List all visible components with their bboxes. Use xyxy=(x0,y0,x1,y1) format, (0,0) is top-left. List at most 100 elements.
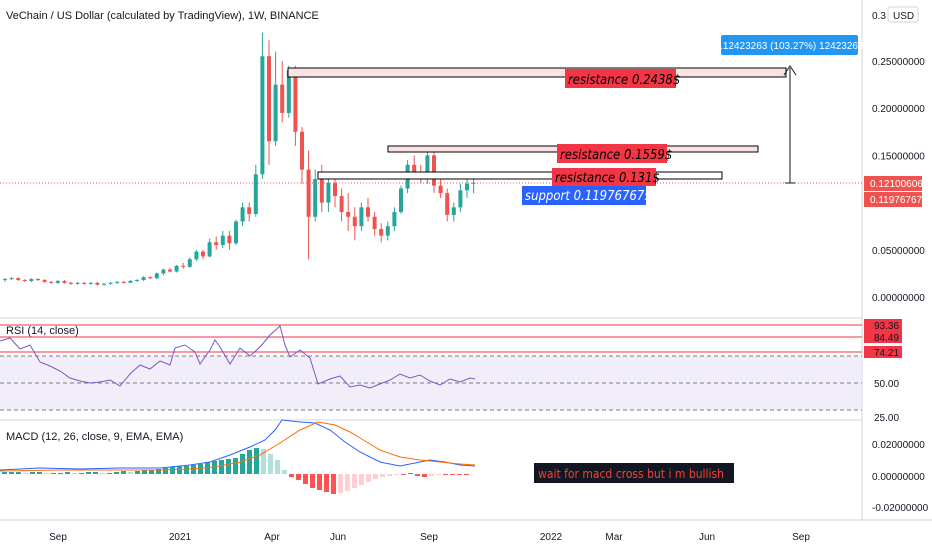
candle-body[interactable] xyxy=(161,269,166,274)
candle-body[interactable] xyxy=(286,70,291,113)
candle-body[interactable] xyxy=(412,164,417,175)
resistance-box-0-2438[interactable] xyxy=(287,67,787,78)
candle-body[interactable] xyxy=(135,280,139,282)
macd-histogram-bar xyxy=(58,473,63,474)
candle-body[interactable] xyxy=(141,277,146,281)
macd-histogram-bar xyxy=(156,469,161,474)
candle-body[interactable] xyxy=(187,259,192,267)
candle-body[interactable] xyxy=(240,207,245,222)
macd-note[interactable]: wait for macd cross but i m bullish xyxy=(538,467,724,481)
candle-body[interactable] xyxy=(234,221,238,244)
rsi-level-badge xyxy=(864,346,902,358)
candle-body[interactable] xyxy=(465,183,469,191)
candle-body[interactable] xyxy=(366,207,370,217)
candle-body[interactable] xyxy=(22,280,27,282)
candle-body[interactable] xyxy=(49,281,54,283)
macd-histogram-bar xyxy=(163,468,168,474)
candle-body[interactable] xyxy=(16,278,21,281)
candle-body[interactable] xyxy=(247,207,252,214)
macd-histogram-bar xyxy=(394,474,399,475)
candle-body[interactable] xyxy=(346,212,351,217)
candle-body[interactable] xyxy=(313,179,318,217)
candle-body[interactable] xyxy=(69,282,73,284)
price-axis[interactable]: 0.25000000 0.20000000 0.15000000 0.05000000… xyxy=(872,57,925,304)
macd-histogram-bar xyxy=(247,450,252,474)
candle-body[interactable] xyxy=(88,282,93,284)
macd-histogram-bar xyxy=(240,454,245,474)
candle-body[interactable] xyxy=(471,182,476,184)
candle-body[interactable] xyxy=(306,169,311,217)
rsi-line[interactable] xyxy=(0,325,476,389)
candle-body[interactable] xyxy=(280,84,285,113)
candle-body[interactable] xyxy=(55,280,60,283)
candle-body[interactable] xyxy=(108,282,113,284)
candle-body[interactable] xyxy=(214,242,219,246)
candle-body[interactable] xyxy=(458,190,463,208)
candle-body[interactable] xyxy=(121,281,126,283)
time-tick-label: 2022 xyxy=(540,532,563,543)
candle-body[interactable] xyxy=(75,282,80,284)
candle-body[interactable] xyxy=(174,265,179,272)
candle-body[interactable] xyxy=(115,281,120,283)
candle-body[interactable] xyxy=(273,84,278,142)
candle-body[interactable] xyxy=(82,282,87,284)
candle-body[interactable] xyxy=(352,216,357,227)
macd-tick-label: 0.02000000 xyxy=(872,440,925,451)
candle-body[interactable] xyxy=(128,280,133,283)
candle-body[interactable] xyxy=(372,216,377,230)
macd-histogram-bar xyxy=(114,472,119,474)
candle-body[interactable] xyxy=(3,279,7,281)
candle-body[interactable] xyxy=(220,235,225,246)
candle-body[interactable] xyxy=(201,251,205,257)
candle-body[interactable] xyxy=(339,195,344,213)
macd-histogram-bar xyxy=(170,467,175,474)
candle-body[interactable] xyxy=(326,182,331,203)
candle-body[interactable] xyxy=(385,226,390,236)
candle-body[interactable] xyxy=(445,193,450,215)
candle-body[interactable] xyxy=(168,269,172,272)
candle-body[interactable] xyxy=(293,70,298,132)
resistance-label-3[interactable]: resistance 0.131$ xyxy=(555,171,660,186)
candle-body[interactable] xyxy=(438,185,443,194)
candle-body[interactable] xyxy=(399,188,403,213)
time-axis[interactable]: Sep 2021 Apr Jun Sep 2022 Mar Jun Sep xyxy=(49,532,810,543)
measure-label-box[interactable] xyxy=(721,35,858,55)
resistance-label-1[interactable]: resistance 0.2438$ xyxy=(568,73,680,88)
support-price-label: 0.11976767 xyxy=(870,195,923,206)
candle-body[interactable] xyxy=(42,280,47,282)
candle-body[interactable] xyxy=(95,282,100,285)
candle-body[interactable] xyxy=(333,182,337,196)
candle-body[interactable] xyxy=(9,278,14,280)
candle-body[interactable] xyxy=(319,179,324,203)
candle-body[interactable] xyxy=(253,174,258,214)
macd-histogram-bar xyxy=(177,466,182,474)
candle-body[interactable] xyxy=(379,229,384,236)
candle-body[interactable] xyxy=(62,280,67,283)
candle-body[interactable] xyxy=(29,279,34,281)
candle-body[interactable] xyxy=(36,279,40,281)
support-label[interactable]: support 0.11976767$ xyxy=(525,189,652,204)
currency-button[interactable] xyxy=(887,6,919,23)
macd-line[interactable] xyxy=(0,419,476,471)
candle-body[interactable] xyxy=(194,251,199,260)
candle-body[interactable] xyxy=(432,155,436,186)
price-axis-top-label: 0.3 xyxy=(872,11,886,22)
candle-body[interactable] xyxy=(260,56,265,175)
candle-body[interactable] xyxy=(267,56,271,142)
candle-body[interactable] xyxy=(102,283,106,285)
candle-body[interactable] xyxy=(207,242,212,257)
candle-body[interactable] xyxy=(392,212,397,227)
signal-line[interactable] xyxy=(0,421,476,472)
candle-body[interactable] xyxy=(451,207,456,215)
macd-histogram-bar xyxy=(30,472,35,474)
candle-body[interactable] xyxy=(227,235,232,244)
candle-body[interactable] xyxy=(181,265,186,267)
candle-body[interactable] xyxy=(148,277,153,279)
resistance-box-0-131[interactable] xyxy=(317,171,723,180)
macd-histogram-bar xyxy=(51,473,56,474)
resistance-label-2[interactable]: resistance 0.1559$ xyxy=(560,148,672,163)
candle-body[interactable] xyxy=(359,207,364,227)
candle-body[interactable] xyxy=(300,131,304,170)
candle-body[interactable] xyxy=(154,273,159,279)
candle-body[interactable] xyxy=(425,155,430,178)
